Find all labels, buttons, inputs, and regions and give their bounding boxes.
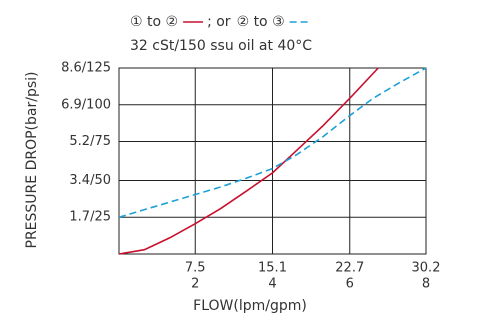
- x-tick-label: 15.1: [258, 261, 287, 276]
- chart-subtitle: 32 cSt/150 ssu oil at 40°C: [130, 38, 312, 54]
- x-tick-label-gpm: 6: [346, 277, 354, 292]
- series-line: [118, 67, 379, 255]
- x-tick-label-gpm: 4: [268, 277, 276, 292]
- y-tick-label: 1.7/25: [69, 210, 111, 225]
- y-tick-label: 5.2/75: [69, 134, 111, 149]
- y-axis-label: PRESSURE DROP(bar/psi): [24, 72, 40, 249]
- x-tick-label-gpm: 2: [191, 277, 199, 292]
- legend-joiner: ; or: [207, 14, 231, 30]
- x-tick-label: 7.5: [185, 261, 206, 276]
- x-tick-label: 30.2: [412, 261, 441, 276]
- x-tick-label-gpm: 8: [422, 277, 430, 292]
- legend-label: ② to ③: [237, 14, 285, 30]
- legend-label: ① to ②: [130, 14, 178, 30]
- x-tick-label: 22.7: [335, 261, 364, 276]
- y-tick-label: 3.4/50: [69, 173, 111, 188]
- y-tick-label: 8.6/125: [61, 61, 111, 76]
- y-tick-label: 6.9/100: [61, 97, 111, 112]
- x-axis-label: FLOW(lpm/gpm): [193, 298, 307, 314]
